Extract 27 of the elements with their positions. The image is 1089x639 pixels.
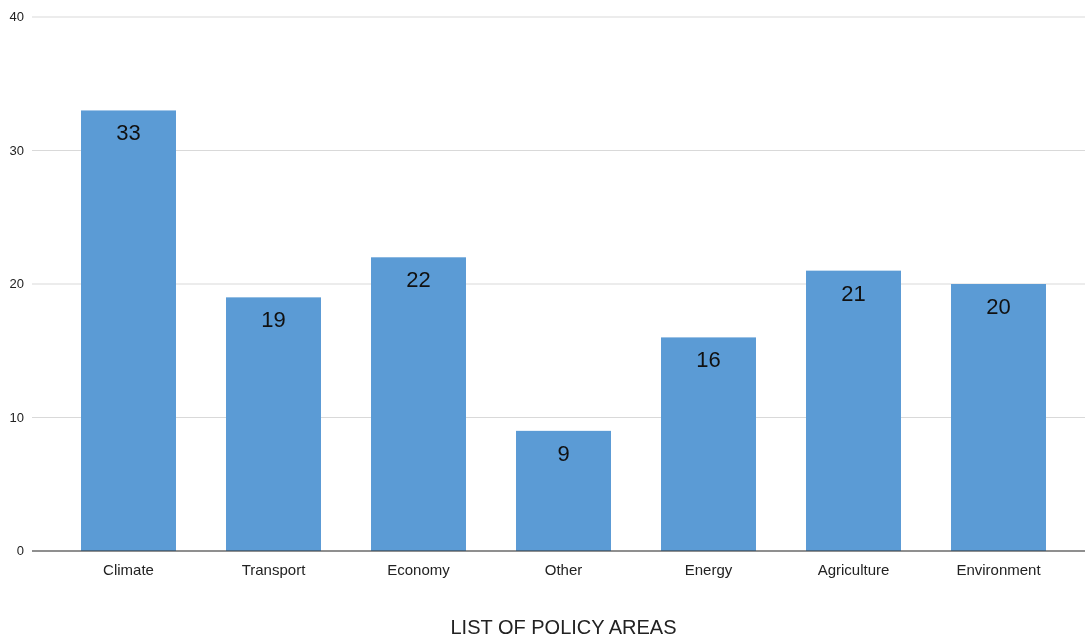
x-tick-label: Economy — [387, 561, 451, 578]
y-tick-label: 0 — [16, 543, 24, 558]
bar — [516, 430, 611, 551]
data-label: 33 — [116, 120, 141, 146]
data-label: 22 — [406, 267, 431, 293]
bar — [806, 270, 901, 551]
x-tick-label: Environment — [956, 561, 1042, 578]
bar — [226, 297, 321, 551]
data-label: 20 — [986, 294, 1011, 319]
x-tick-label: Agriculture — [817, 561, 890, 578]
x-tick-label: Climate — [103, 561, 154, 578]
y-tick-label: 10 — [9, 409, 24, 425]
data-label: 9 — [557, 440, 570, 466]
x-tick-label: Other — [544, 561, 583, 578]
y-tick-label: 40 — [9, 9, 24, 24]
x-tick-label: Energy — [684, 561, 733, 578]
x-axis-title: LIST OF POLICY AREAS — [450, 616, 677, 638]
bar — [81, 110, 176, 551]
data-label: 19 — [261, 307, 286, 333]
y-tick-label: 30 — [9, 142, 24, 158]
y-tick-label: 20 — [9, 276, 24, 291]
bar — [661, 337, 756, 551]
data-label: 21 — [841, 280, 866, 306]
bar — [951, 284, 1046, 551]
data-label: 16 — [696, 347, 721, 373]
x-tick-label: Transport — [241, 561, 307, 578]
bar — [371, 257, 466, 551]
